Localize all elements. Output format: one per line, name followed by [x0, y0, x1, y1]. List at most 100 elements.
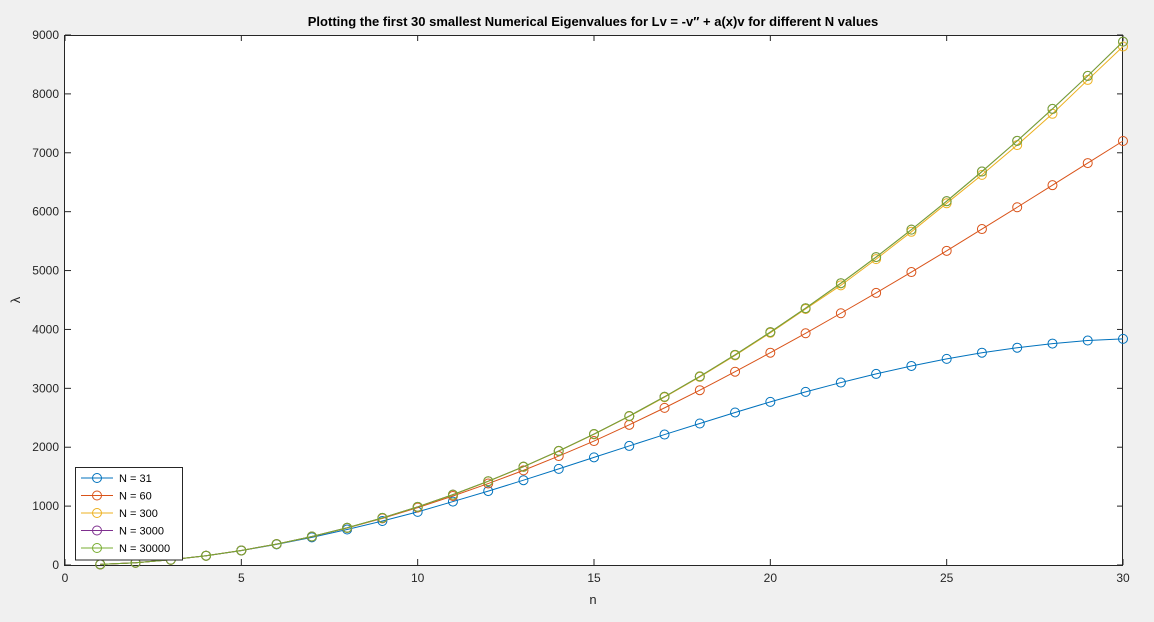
data-point	[659, 429, 670, 440]
data-point	[871, 368, 882, 379]
chart-title: Plotting the first 30 smallest Numerical…	[308, 14, 878, 29]
y-tick-label: 1000	[32, 499, 59, 513]
data-point	[1082, 335, 1093, 346]
data-point	[447, 496, 458, 507]
y-tick-label: 0	[52, 558, 59, 572]
legend-entry: N = 31	[81, 473, 152, 485]
data-point	[765, 396, 776, 407]
y-tick-label: 3000	[32, 381, 59, 395]
data-point	[589, 429, 599, 440]
data-point	[1118, 333, 1128, 344]
data-point	[871, 252, 882, 263]
data-point	[800, 328, 811, 339]
data-point	[342, 522, 353, 533]
data-point	[483, 476, 494, 487]
data-point	[800, 386, 811, 397]
data-point	[1118, 136, 1128, 146]
legend-marker	[92, 473, 102, 483]
data-point	[976, 347, 987, 358]
legend-label: N = 60	[119, 491, 152, 503]
x-tick-label: 5	[238, 571, 245, 585]
data-point	[730, 366, 741, 377]
data-point	[1047, 180, 1058, 191]
data-point	[1082, 158, 1093, 169]
data-point	[941, 196, 952, 207]
data-point	[518, 461, 529, 472]
y-tick-label: 5000	[32, 264, 59, 278]
data-point	[1118, 36, 1128, 47]
data-point	[871, 287, 882, 298]
x-tick-label: 25	[940, 571, 954, 585]
data-point	[271, 539, 282, 550]
data-point	[377, 516, 388, 527]
data-point	[1012, 135, 1023, 146]
plot-area	[64, 35, 1123, 566]
data-point	[553, 463, 564, 474]
data-point	[694, 418, 705, 429]
legend-entry: N = 3000	[81, 525, 164, 538]
series-line	[100, 41, 1124, 565]
data-point	[659, 402, 670, 413]
data-point	[377, 512, 388, 523]
data-point	[694, 371, 705, 382]
data-point	[694, 385, 705, 396]
data-point	[835, 377, 846, 388]
data-point	[906, 226, 917, 237]
y-tick-label: 9000	[32, 28, 59, 42]
y-axis-label: λ	[8, 296, 23, 303]
data-point	[730, 407, 741, 418]
y-tick-label: 8000	[32, 87, 59, 101]
series-4	[95, 36, 1128, 570]
data-point	[518, 475, 529, 486]
data-point	[906, 360, 917, 371]
data-point	[1082, 70, 1093, 81]
data-point	[483, 486, 494, 497]
y-tick-label: 7000	[32, 146, 59, 160]
x-tick-label: 10	[411, 571, 425, 585]
legend-label: N = 300	[119, 508, 158, 520]
data-point	[518, 465, 529, 476]
legend-marker	[92, 543, 102, 553]
legend-box	[75, 467, 183, 561]
data-point	[906, 224, 917, 235]
x-tick-label: 0	[62, 571, 69, 585]
data-point	[201, 550, 212, 561]
legend-marker	[92, 508, 102, 518]
data-point	[306, 531, 317, 542]
axis-ticks: 0 5 10 15 20 25 30 0 1000 2000 3000 4000 5000 6000 700…	[32, 28, 1130, 585]
legend-entry: N = 60	[81, 490, 152, 503]
data-point	[730, 349, 741, 360]
x-tick-label: 15	[587, 571, 601, 585]
legend-entry: N = 300	[81, 508, 158, 520]
legend: N = 31 N = 60 N = 300 N = 3000 N = 30000	[75, 467, 183, 561]
legend-label: N = 31	[119, 473, 152, 485]
data-point	[589, 452, 599, 463]
series-group	[95, 36, 1128, 570]
legend-marker	[92, 490, 102, 501]
data-point	[941, 245, 952, 256]
data-point	[624, 411, 635, 422]
data-point	[765, 347, 776, 358]
data-point	[624, 440, 635, 451]
y-tick-label: 6000	[32, 205, 59, 219]
legend-label: N = 3000	[119, 526, 164, 538]
data-point	[1047, 103, 1058, 114]
data-point	[835, 308, 846, 319]
data-point	[835, 278, 846, 289]
x-axis-label: n	[589, 592, 596, 607]
legend-marker	[92, 525, 102, 536]
data-point	[412, 501, 423, 512]
data-point	[1047, 338, 1058, 349]
data-point	[553, 445, 564, 456]
data-point	[447, 489, 458, 500]
data-point	[976, 224, 987, 235]
data-point	[1012, 342, 1023, 353]
x-tick-label: 20	[764, 571, 778, 585]
data-point	[765, 327, 776, 338]
y-tick-label: 2000	[32, 440, 59, 454]
y-tick-label: 4000	[32, 322, 59, 336]
data-point	[976, 166, 987, 177]
data-point	[800, 303, 811, 314]
data-point	[589, 436, 599, 447]
